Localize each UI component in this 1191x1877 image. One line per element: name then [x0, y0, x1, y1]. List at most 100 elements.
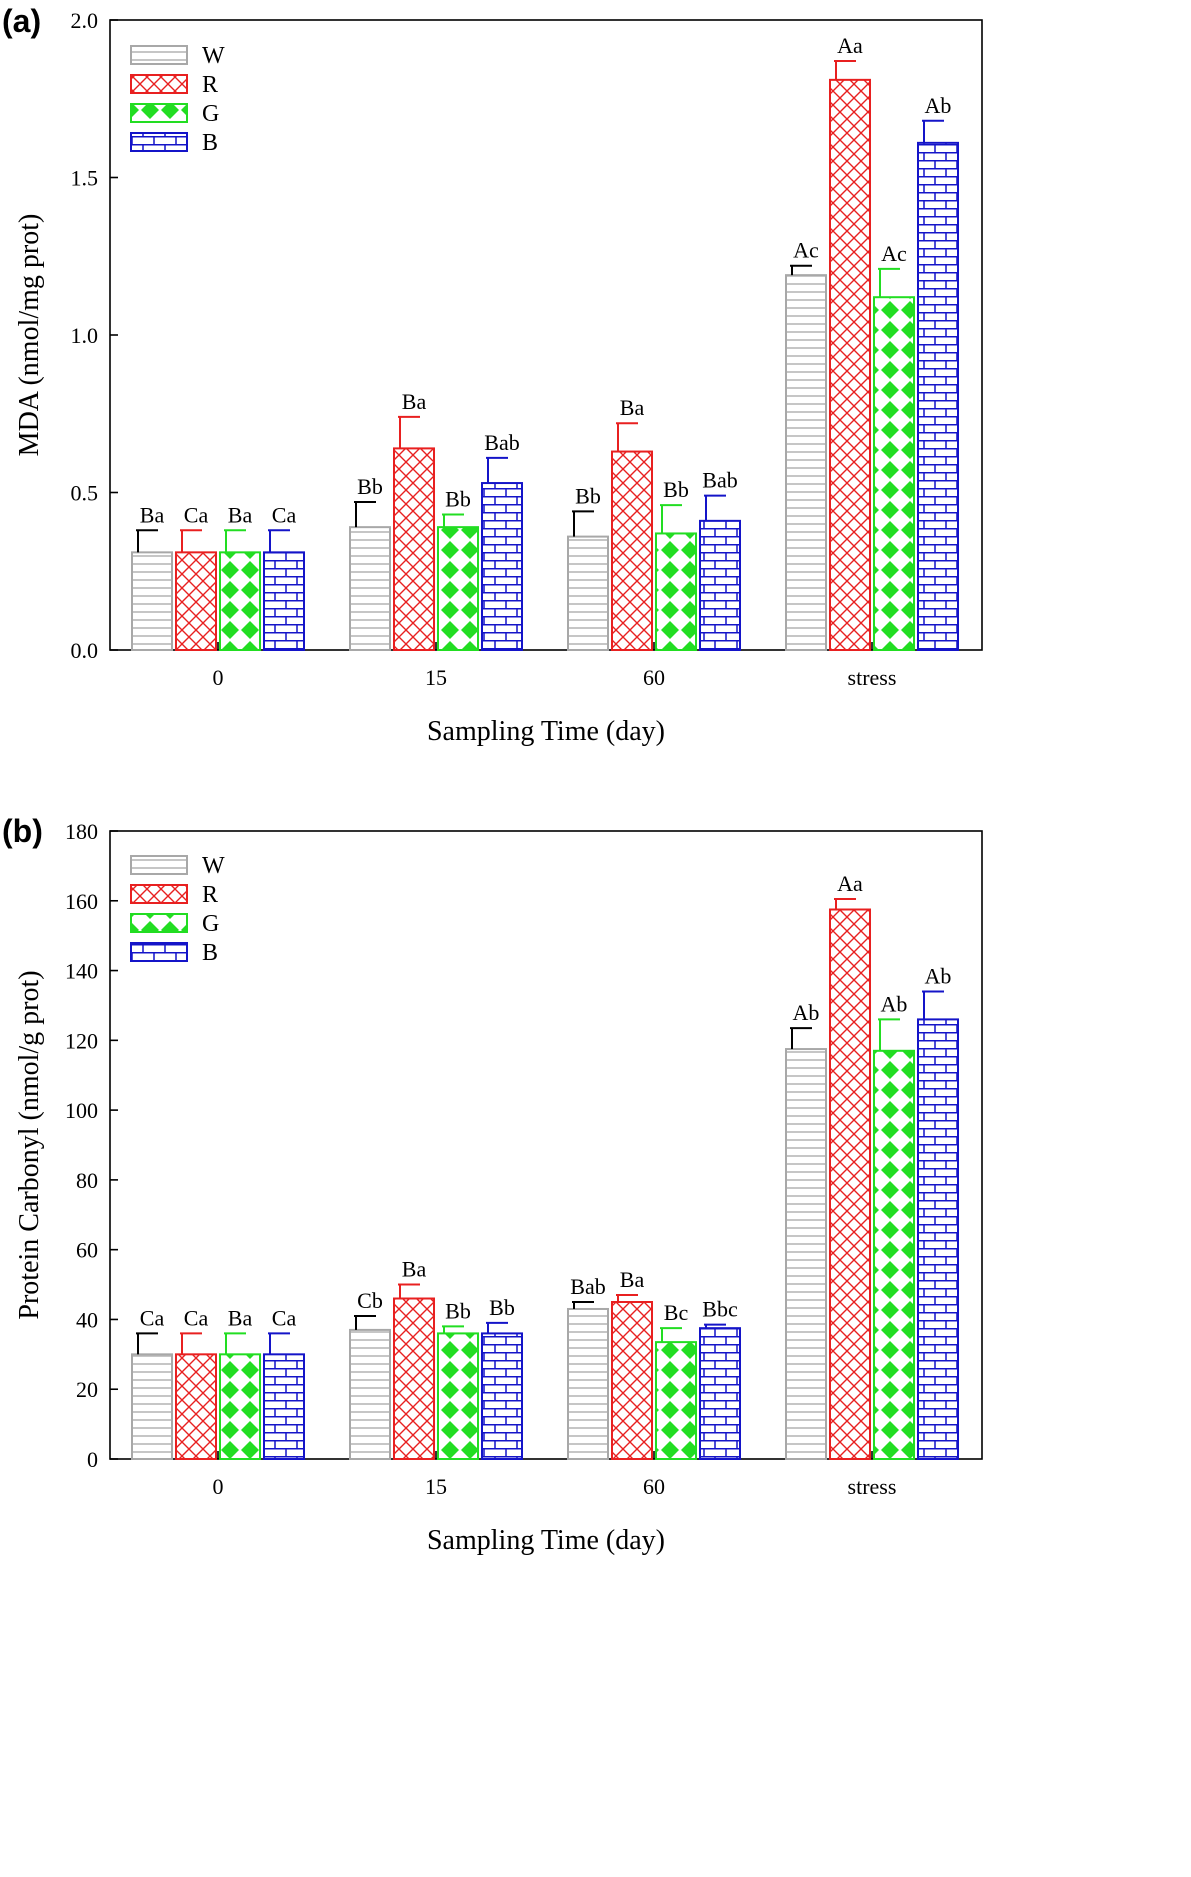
data-label: Ab: [925, 963, 952, 988]
y-tick-label: 40: [76, 1307, 98, 1332]
legend-swatch-G: [130, 913, 188, 933]
data-label: Ac: [793, 238, 819, 263]
x-tick-label: stress: [848, 1474, 897, 1499]
y-tick-label: 100: [65, 1098, 98, 1123]
data-label: Bb: [357, 474, 383, 499]
bar-B-0: [263, 1353, 305, 1461]
data-label: Bb: [663, 477, 689, 502]
data-label: Bab: [484, 430, 519, 455]
data-label: Bbc: [702, 1297, 738, 1322]
bar-R-60: [611, 1301, 653, 1460]
bar-B-60: [699, 519, 741, 651]
bar-W-15: [349, 1328, 391, 1461]
legend-swatch-R: [130, 884, 188, 904]
data-label: Ab: [793, 1000, 820, 1025]
bar-W-stress: [785, 1048, 827, 1460]
legend-label-R: R: [202, 882, 218, 908]
y-tick-label: 160: [65, 889, 98, 914]
bar-R-0: [175, 1353, 217, 1461]
data-label: Bb: [489, 1295, 515, 1320]
bar-B-0: [263, 551, 305, 651]
bar-W-15: [349, 526, 391, 652]
bar-W-60: [567, 535, 609, 651]
y-tick-label: 0.5: [71, 481, 99, 506]
bar-G-stress: [873, 1049, 915, 1461]
data-label: Aa: [837, 871, 863, 896]
y-tick-label: 20: [76, 1377, 98, 1402]
data-label: Bab: [702, 468, 737, 493]
legend-swatch-G: [130, 103, 188, 123]
legend-swatch-B: [130, 942, 188, 962]
data-label: Bb: [445, 1298, 471, 1323]
x-tick-label: 0: [213, 665, 224, 690]
data-label: Ac: [881, 241, 907, 266]
bar-R-0: [175, 551, 217, 651]
bar-B-60: [699, 1327, 741, 1460]
bar-G-60: [655, 532, 697, 652]
legend-label-B: B: [202, 130, 218, 156]
data-label: Aa: [837, 33, 863, 58]
data-label: Ca: [184, 1305, 209, 1330]
y-tick-label: 0.0: [71, 638, 99, 663]
data-label: Ba: [228, 1305, 253, 1330]
legend-label-W: W: [202, 853, 225, 879]
y-tick-label: 120: [65, 1028, 98, 1053]
bar-W-stress: [785, 274, 827, 651]
legend-swatch-B: [130, 132, 188, 152]
data-label: Cb: [357, 1288, 383, 1313]
y-tick-label: 0: [87, 1447, 98, 1472]
legend-swatch-W: [130, 45, 188, 65]
bar-G-stress: [873, 296, 915, 651]
bar-B-15: [481, 482, 523, 651]
data-label: Ba: [402, 389, 427, 414]
y-axis-label: Protein Carbonyl (nmol/g prot): [14, 970, 45, 1319]
y-tick-label: 140: [65, 959, 98, 984]
data-label: Ca: [272, 1305, 297, 1330]
bar-B-stress: [917, 1018, 959, 1461]
x-tick-label: 15: [425, 1474, 447, 1499]
data-label: Ba: [620, 1267, 645, 1292]
legend-label-B: B: [202, 940, 218, 966]
x-tick-label: 15: [425, 665, 447, 690]
data-label: Bb: [445, 487, 471, 512]
bar-G-60: [655, 1341, 697, 1460]
x-axis-label: Sampling Time (day): [427, 1525, 665, 1556]
bar-B-stress: [917, 141, 959, 651]
legend-swatch-W: [130, 855, 188, 875]
bar-W-60: [567, 1307, 609, 1460]
panel-label: (a): [2, 3, 41, 39]
legend-label-W: W: [202, 43, 225, 69]
y-tick-label: 1.0: [71, 323, 99, 348]
bar-G-0: [219, 1353, 261, 1461]
chart-panel-0: (a) 0.0 0.5 1.0 1.5 2.0 0 15 60 stress Sampling Ti…: [2, 3, 983, 747]
data-label: Bc: [664, 1300, 689, 1325]
y-tick-label: 2.0: [71, 8, 99, 33]
y-tick-label: 180: [65, 819, 98, 844]
bar-R-60: [611, 450, 653, 651]
y-tick-label: 80: [76, 1168, 98, 1193]
bar-G-0: [219, 551, 261, 651]
plot-frame: [109, 830, 983, 1460]
data-label: Bb: [575, 483, 601, 508]
bar-G-15: [437, 1332, 479, 1461]
bar-W-0: [131, 551, 173, 651]
y-tick-label: 60: [76, 1238, 98, 1263]
data-label: Ba: [402, 1257, 427, 1282]
chart-panel-1: (b) 0 20 40 60 80 100 120 140 160 180 0 15 60 stress Sa…: [2, 813, 983, 1556]
bar-B-15: [481, 1332, 523, 1461]
data-label: Ca: [272, 502, 297, 527]
data-label: Ab: [881, 991, 908, 1016]
bar-R-15: [393, 1297, 435, 1460]
bar-W-0: [131, 1353, 173, 1461]
bar-R-stress: [829, 908, 871, 1460]
x-tick-label: 0: [213, 1474, 224, 1499]
x-tick-label: 60: [643, 665, 665, 690]
data-label: Ca: [140, 1305, 165, 1330]
x-tick-label: 60: [643, 1474, 665, 1499]
x-axis-label: Sampling Time (day): [427, 716, 665, 747]
data-label: Ca: [184, 502, 209, 527]
bar-G-15: [437, 526, 479, 652]
legend-label-R: R: [202, 72, 218, 98]
data-label: Ab: [925, 93, 952, 118]
legend-label-G: G: [202, 101, 219, 127]
